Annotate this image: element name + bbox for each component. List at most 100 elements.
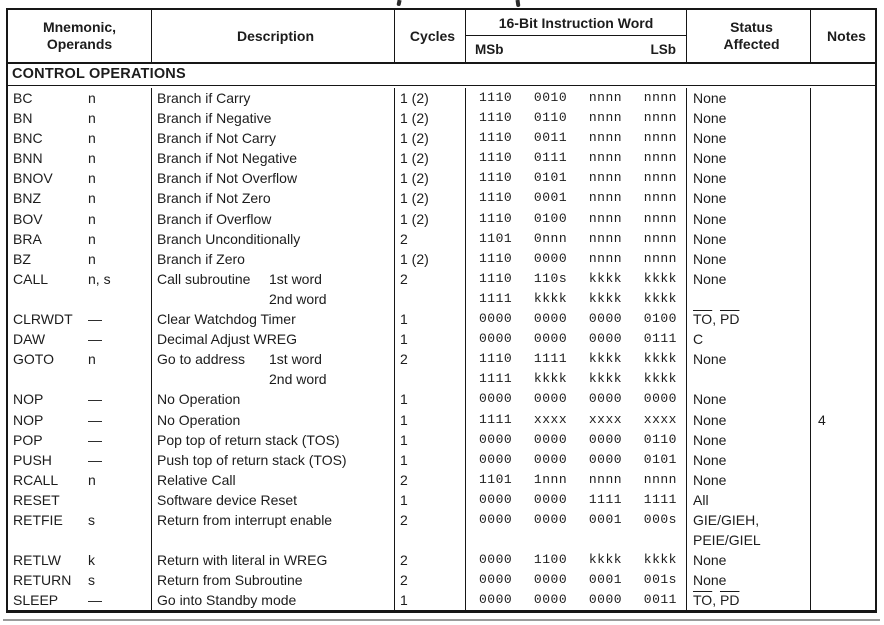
table-body: BC n Branch if Carry 1 (2) 1110 0010 nnnn n…	[8, 86, 875, 611]
table-row: PUSH — Push top of return stack (TOS) 1 …	[8, 449, 875, 470]
table-row: CLRWDT — Clear Watchdog Timer 1 0000 0000…	[8, 309, 875, 330]
table-row: RESET Software device Reset 1 0000 0000 11…	[8, 489, 875, 510]
mnemonic-cell: BNZ n	[8, 188, 152, 209]
mnemonic-label: BNZ	[13, 190, 41, 207]
header-status-line1: Status	[730, 19, 773, 35]
notes-cell	[811, 209, 875, 229]
header-mnemonic-line1: Mnemonic,	[42, 19, 117, 35]
status-affected-cell: None	[687, 550, 811, 571]
cycles-cell: 1 (2)	[395, 248, 466, 269]
description-cell: Decimal Adjust WREG	[152, 329, 395, 350]
table-row: RCALL n Relative Call 2 1101 1nnn nnnn nnnn…	[8, 469, 875, 490]
status-affected-cell: None	[687, 570, 811, 591]
mnemonic-label: RESET	[13, 491, 60, 508]
instruction-word-cell: 0000 0000 0001 000s	[466, 509, 687, 551]
mnemonic-label: CALL	[13, 270, 49, 287]
description-cell: Branch if Not Zero	[152, 188, 395, 209]
notes-cell	[811, 168, 875, 188]
status-affected-cell: None	[687, 168, 811, 189]
notes-cell	[811, 550, 875, 570]
description-cell: Pop top of return stack (TOS)	[152, 429, 395, 450]
notes-cell	[811, 590, 875, 610]
cycles-cell: 1 (2)	[395, 168, 466, 189]
table-row: BNZ n Branch if Not Zero 1 (2) 1110 0001 n…	[8, 188, 875, 209]
cycles-cell: 1	[395, 429, 466, 450]
table-row: BNC n Branch if Not Carry 1 (2) 1110 0011…	[8, 128, 875, 149]
description-cell: Branch if Zero	[152, 248, 395, 269]
description-cell: Software device Reset	[152, 489, 395, 510]
notes-cell	[811, 430, 875, 450]
description-cell: Return from interrupt enable	[152, 509, 395, 551]
cycles-cell: 2	[395, 349, 466, 390]
status-affected-cell: GIE/GIEH, PEIE/GIEL	[687, 509, 811, 551]
operands-label: —	[88, 391, 102, 408]
operands-label: s	[88, 511, 95, 528]
table-row: RETLW k Return with literal in WREG 2 00…	[8, 550, 875, 571]
description-cell: Branch if Carry	[152, 88, 395, 109]
notes-cell	[811, 249, 875, 269]
mnemonic-cell: RESET	[8, 489, 152, 510]
cycles-cell: 2	[395, 509, 466, 551]
mnemonic-label: PUSH	[13, 451, 52, 468]
description-cell: Relative Call	[152, 469, 395, 490]
mnemonic-label: RCALL	[13, 471, 59, 488]
header-lsb: LSb	[650, 41, 677, 57]
notes-cell	[811, 108, 875, 128]
instruction-set-table: Mnemonic, Operands Description Cycles 16…	[6, 8, 877, 614]
header-instruction-word: 16-Bit Instruction Word MSb LSb	[466, 10, 687, 62]
mnemonic-label: BN	[13, 110, 33, 127]
instruction-word-cell: 0000 0000 0000 0110	[466, 429, 687, 450]
cycles-cell: 1	[395, 449, 466, 470]
operands-label: —	[88, 331, 102, 348]
status-affected-cell: None	[687, 88, 811, 109]
status-affected-cell: None	[687, 409, 811, 430]
description-cell: No Operation	[152, 409, 395, 430]
table-row: POP — Pop top of return stack (TOS) 1 00…	[8, 429, 875, 450]
notes-cell	[811, 349, 875, 389]
mnemonic-label: BC	[13, 90, 33, 106]
status-affected-cell: None	[687, 128, 811, 149]
header-mnemonic-operands: Mnemonic, Operands	[8, 10, 152, 62]
notes-cell	[811, 229, 875, 249]
mnemonic-label: BOV	[13, 210, 43, 227]
table-row: RETFIE s Return from interrupt enable 2 …	[8, 509, 875, 551]
table-header-row: Mnemonic, Operands Description Cycles 16…	[8, 10, 875, 64]
table-row: GOTO n Go to address 1st word 2nd word 2 1…	[8, 349, 875, 390]
notes-cell	[811, 269, 875, 309]
header-msb-lsb: MSb LSb	[466, 36, 686, 62]
status-affected-cell: None	[687, 268, 811, 310]
mnemonic-label: CLRWDT	[13, 311, 73, 328]
instruction-word-cell: 0000 0000 0000 0011	[466, 590, 687, 611]
operands-label: s	[88, 572, 95, 589]
instruction-word-cell: 1110 110s kkkk kkkk 1111 kkkk kkkk kkkk	[466, 268, 687, 310]
cycles-cell: 1 (2)	[395, 188, 466, 209]
mnemonic-label: BNN	[13, 150, 43, 167]
description-cell: Branch if Overflow	[152, 208, 395, 229]
operands-label: n	[88, 130, 96, 147]
notes-cell	[811, 490, 875, 510]
operands-label: n, s	[88, 270, 111, 287]
header-status-line2: Affected	[723, 36, 780, 52]
mnemonic-cell: BC n	[8, 88, 152, 109]
cycles-cell: 1 (2)	[395, 108, 466, 129]
mnemonic-label: RETFIE	[13, 511, 63, 528]
mnemonic-label: BZ	[13, 250, 31, 267]
mnemonic-label: BNOV	[13, 170, 53, 187]
description-cell: Go to address 1st word 2nd word	[152, 349, 395, 390]
mnemonic-cell: RETFIE s	[8, 509, 152, 551]
cycles-cell: 1	[395, 409, 466, 430]
table-row: BRA n Branch Unconditionally 2 1101 0nnn n…	[8, 228, 875, 249]
notes-cell	[811, 128, 875, 148]
instruction-word-cell: 0000 1100 kkkk kkkk	[466, 550, 687, 571]
notes-cell	[811, 188, 875, 208]
table-row: BZ n Branch if Zero 1 (2) 1110 0000 nnnn nn…	[8, 248, 875, 269]
mnemonic-label: GOTO	[13, 351, 54, 368]
notes-cell	[811, 309, 875, 329]
description-cell: Branch if Not Carry	[152, 128, 395, 149]
description-cell: Push top of return stack (TOS)	[152, 449, 395, 470]
description-cell: Return from Subroutine	[152, 570, 395, 591]
description-cell: Clear Watchdog Timer	[152, 309, 395, 330]
instruction-word-cell: 0000 0000 0000 0000	[466, 389, 687, 410]
mnemonic-cell: BOV n	[8, 208, 152, 229]
